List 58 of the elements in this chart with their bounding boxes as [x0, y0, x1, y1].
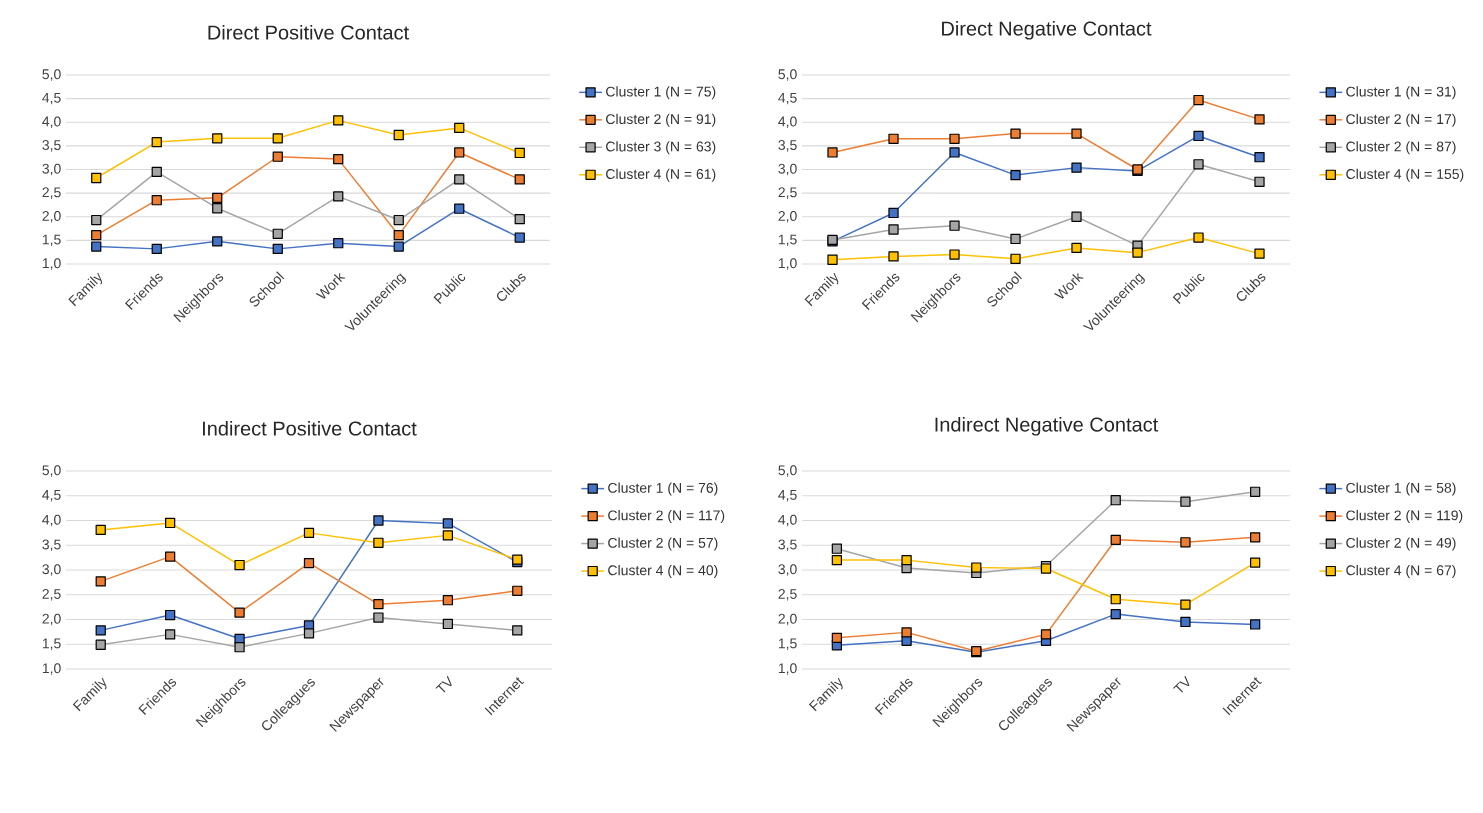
- y-tick-label: 2,0: [42, 210, 61, 223]
- x-tick-label: TV: [435, 675, 452, 693]
- y-tick-label: 1,0: [42, 663, 61, 675]
- chart-title: Direct Negative Contact: [942, 20, 1152, 40]
- legend-label: Cluster 2 (N = 117): [608, 510, 725, 524]
- y-tick-label: 4,0: [778, 116, 797, 129]
- y-tick-label: 5,0: [778, 69, 797, 81]
- y-tick-label: 3,0: [42, 564, 61, 576]
- legend-label: Cluster 1 (N = 75): [606, 86, 716, 100]
- y-tick-label: 3,0: [42, 163, 61, 176]
- y-tick-label: 4,5: [42, 92, 61, 105]
- legend-label: Cluster 4 (N = 67): [1346, 564, 1456, 579]
- legend-label: Cluster 2 (N = 49): [1346, 537, 1456, 551]
- legend-label: Cluster 1 (N = 76): [608, 482, 718, 496]
- y-tick-label: 2,5: [42, 588, 61, 601]
- y-tick-label: 3,5: [778, 140, 797, 152]
- y-tick-label: 2,5: [42, 187, 61, 199]
- legend-label: Cluster 2 (N = 57): [608, 537, 718, 551]
- y-tick-label: 2,0: [778, 210, 797, 223]
- y-tick-label: 5,0: [42, 465, 61, 477]
- y-tick-label: 4,5: [778, 92, 797, 105]
- x-tick-label: TV: [1173, 675, 1190, 693]
- legend-label: Cluster 2 (N = 17): [1346, 113, 1456, 127]
- y-tick-label: 3,0: [778, 163, 797, 176]
- legend-label: Cluster 2 (N = 119): [1346, 510, 1463, 524]
- y-tick-label: 1,5: [778, 234, 797, 247]
- legend-label: Cluster 2 (N = 87): [1346, 141, 1456, 155]
- y-tick-label: 1,5: [778, 638, 797, 650]
- y-tick-label: 2,5: [778, 588, 797, 601]
- chart-title: Indirect Negative Contact: [935, 416, 1159, 436]
- y-tick-label: 4,0: [42, 514, 61, 527]
- y-tick-label: 1,0: [778, 258, 797, 270]
- y-tick-label: 5,0: [778, 465, 797, 477]
- legend-label: Cluster 4 (N = 155): [1346, 168, 1464, 182]
- y-tick-label: 4,0: [778, 514, 797, 527]
- legend-label: Cluster 4 (N = 61): [606, 168, 716, 182]
- legend-label: Cluster 1 (N = 58): [1346, 482, 1456, 496]
- y-tick-label: 1,0: [42, 258, 61, 270]
- chart-title: Direct Positive Contact: [208, 24, 409, 40]
- y-tick-label: 2,0: [42, 613, 61, 626]
- y-tick-label: 3,5: [778, 539, 797, 552]
- y-tick-label: 1,5: [42, 234, 61, 247]
- y-tick-label: 3,0: [778, 564, 797, 576]
- y-tick-label: 2,0: [778, 613, 797, 626]
- y-tick-label: 4,0: [42, 116, 61, 129]
- y-tick-label: 1,5: [42, 638, 61, 650]
- y-tick-label: 4,5: [778, 490, 797, 502]
- legend-label: Cluster 1 (N = 31): [1346, 86, 1456, 100]
- y-tick-label: 4,5: [42, 490, 61, 502]
- y-tick-label: 3,5: [42, 140, 61, 152]
- y-tick-label: 5,0: [42, 69, 61, 81]
- legend-label: Cluster 2 (N = 91): [606, 113, 716, 127]
- y-tick-label: 3,5: [42, 539, 61, 552]
- y-tick-label: 1,0: [778, 663, 797, 675]
- legend-label: Cluster 3 (N = 63): [606, 141, 716, 155]
- chart-title: Indirect Positive Contact: [203, 420, 417, 436]
- legend-label: Cluster 4 (N = 40): [608, 564, 718, 579]
- y-tick-label: 2,5: [778, 187, 797, 199]
